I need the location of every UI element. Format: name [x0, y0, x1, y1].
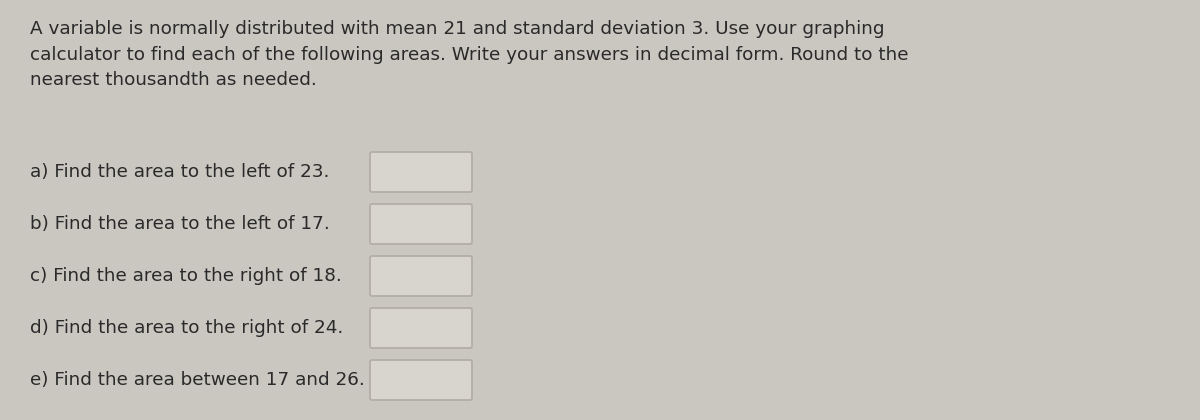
FancyBboxPatch shape — [370, 360, 472, 400]
Text: a) Find the area to the left of 23.: a) Find the area to the left of 23. — [30, 163, 329, 181]
FancyBboxPatch shape — [370, 204, 472, 244]
FancyBboxPatch shape — [370, 152, 472, 192]
Text: b) Find the area to the left of 17.: b) Find the area to the left of 17. — [30, 215, 330, 233]
Text: c) Find the area to the right of 18.: c) Find the area to the right of 18. — [30, 267, 342, 285]
Text: A variable is normally distributed with mean 21 and standard deviation 3. Use yo: A variable is normally distributed with … — [30, 20, 908, 89]
FancyBboxPatch shape — [370, 256, 472, 296]
Text: d) Find the area to the right of 24.: d) Find the area to the right of 24. — [30, 319, 343, 337]
FancyBboxPatch shape — [370, 308, 472, 348]
Text: e) Find the area between 17 and 26.: e) Find the area between 17 and 26. — [30, 371, 365, 389]
